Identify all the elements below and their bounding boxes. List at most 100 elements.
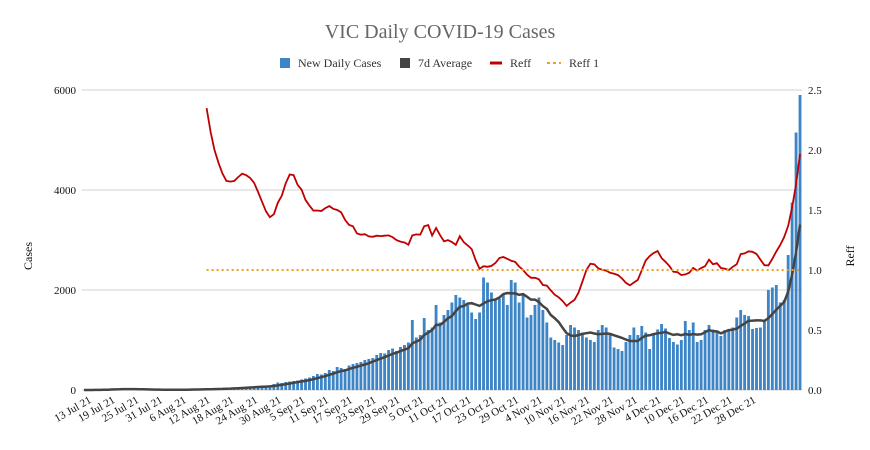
bar-66 (343, 369, 347, 390)
bar-83 (410, 320, 414, 390)
bar-65 (339, 368, 343, 390)
bar-69 (355, 363, 359, 390)
bar-127 (584, 337, 588, 390)
bar-158 (707, 325, 711, 390)
cases-bars (94, 95, 802, 390)
bar-169 (751, 329, 754, 390)
bar-122 (565, 335, 569, 390)
avg-line (84, 224, 802, 392)
series-lines (84, 107, 802, 392)
y2-tick-label-0: 0.0 (808, 385, 822, 397)
bar-79 (395, 351, 398, 390)
bar-102 (486, 282, 489, 390)
bar-177 (782, 300, 786, 390)
legend-swatch-avg (400, 58, 410, 68)
bar-60 (319, 374, 323, 390)
legend-swatch-cases (280, 58, 290, 68)
bar-166 (739, 310, 743, 390)
bar-140 (636, 335, 640, 390)
bar-72 (367, 359, 371, 390)
y-tick-label-1: 2000 (54, 285, 77, 297)
y2-tick-label-1: 0.5 (808, 325, 822, 337)
bar-175 (774, 285, 778, 390)
bar-110 (517, 302, 521, 390)
bar-51 (284, 382, 288, 390)
bar-96 (462, 300, 466, 390)
bar-117 (545, 322, 549, 390)
bar-131 (600, 325, 604, 390)
bar-59 (315, 374, 319, 390)
bar-172 (762, 321, 766, 390)
bar-153 (687, 330, 691, 390)
bar-90 (438, 322, 442, 390)
bar-129 (592, 342, 596, 390)
bar-109 (513, 282, 517, 390)
bar-162 (723, 330, 727, 390)
bar-121 (561, 345, 565, 390)
bar-173 (766, 290, 770, 390)
bar-94 (454, 295, 458, 390)
bar-45 (260, 386, 264, 390)
bar-68 (351, 364, 355, 390)
y2-tick-label-3: 1.5 (808, 205, 822, 217)
bar-115 (537, 297, 541, 390)
bar-54 (296, 380, 300, 390)
bar-46 (264, 386, 268, 390)
bar-77 (387, 350, 391, 390)
bar-55 (300, 379, 303, 390)
bar-87 (426, 330, 430, 390)
bar-150 (675, 344, 679, 390)
bar-84 (414, 337, 418, 390)
bar-156 (699, 340, 703, 390)
bar-56 (304, 378, 307, 390)
bar-163 (727, 329, 731, 390)
bar-62 (327, 370, 331, 390)
bar-132 (604, 327, 608, 390)
bar-176 (778, 302, 782, 390)
chart-title: VIC Daily COVID-19 Cases (325, 21, 556, 43)
bar-147 (664, 328, 667, 390)
legend-label-avg: 7d Average (418, 56, 472, 70)
bar-71 (363, 360, 367, 390)
bar-76 (383, 353, 387, 390)
bar-157 (703, 330, 707, 390)
bar-141 (640, 326, 644, 390)
bar-97 (466, 305, 470, 390)
y2-tick-label-4: 2.0 (808, 145, 822, 157)
bar-111 (521, 295, 525, 390)
bar-136 (620, 351, 624, 390)
y2-axis-label: Reff (843, 245, 857, 266)
bar-168 (747, 316, 751, 390)
bar-92 (446, 310, 450, 390)
bar-95 (458, 297, 462, 390)
y-tick-label-3: 6000 (54, 85, 77, 97)
bar-165 (735, 317, 739, 390)
y2-axis-ticks: 0.0 0.5 1.0 1.5 2.0 2.5 (808, 85, 822, 397)
bar-98 (470, 312, 474, 390)
y2-tick-label-5: 2.5 (808, 85, 822, 97)
y-tick-label-0: 0 (71, 385, 77, 397)
bar-118 (549, 337, 553, 390)
bar-137 (624, 342, 628, 390)
bar-70 (359, 362, 363, 390)
bar-86 (422, 318, 426, 390)
bar-74 (375, 355, 379, 390)
bar-105 (497, 298, 501, 390)
bar-138 (628, 335, 632, 390)
bar-159 (711, 329, 715, 390)
bar-99 (474, 319, 478, 390)
bar-104 (493, 300, 497, 390)
bar-58 (312, 376, 315, 390)
y-axis-label: Cases (21, 242, 35, 270)
bar-120 (557, 342, 561, 390)
bar-123 (569, 325, 572, 390)
bar-113 (529, 315, 533, 390)
bar-146 (660, 324, 663, 390)
legend: New Daily Cases 7d Average Reff Reff 1 (280, 56, 599, 70)
reff-line (205, 107, 801, 308)
bar-53 (292, 381, 296, 390)
bar-133 (608, 335, 612, 390)
bar-112 (525, 317, 529, 390)
